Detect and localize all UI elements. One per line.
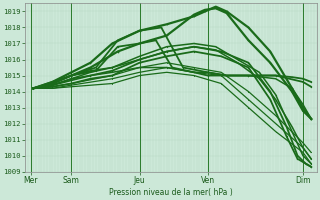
- X-axis label: Pression niveau de la mer( hPa ): Pression niveau de la mer( hPa ): [109, 188, 233, 197]
